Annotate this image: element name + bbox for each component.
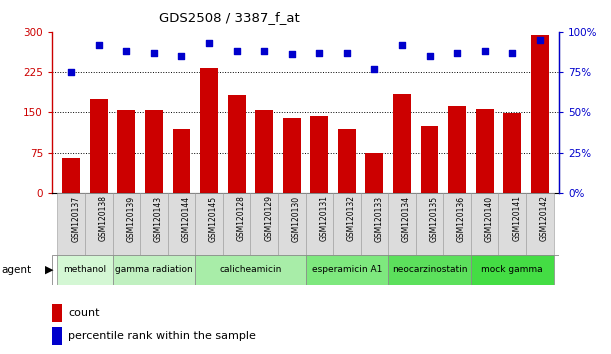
Point <box>315 50 324 56</box>
Text: GSM120140: GSM120140 <box>485 195 494 241</box>
Text: GSM120129: GSM120129 <box>264 195 273 241</box>
Point <box>342 50 352 56</box>
Point <box>122 48 131 54</box>
Text: GSM120142: GSM120142 <box>540 195 549 241</box>
Bar <box>388 255 471 285</box>
Bar <box>251 193 278 255</box>
Bar <box>57 255 112 285</box>
Point <box>259 48 269 54</box>
Bar <box>333 193 360 255</box>
Text: GSM120131: GSM120131 <box>320 195 328 241</box>
Text: agent: agent <box>1 265 31 275</box>
Text: GSM120143: GSM120143 <box>154 195 163 241</box>
Bar <box>471 255 554 285</box>
Bar <box>228 95 246 193</box>
Point <box>425 53 434 59</box>
Bar <box>444 193 471 255</box>
Bar <box>112 193 140 255</box>
Bar <box>306 193 333 255</box>
Bar <box>223 193 251 255</box>
Bar <box>338 129 356 193</box>
Point <box>535 37 544 43</box>
Text: GSM120136: GSM120136 <box>457 195 466 241</box>
Bar <box>531 35 549 193</box>
Bar <box>471 193 499 255</box>
Text: gamma radiation: gamma radiation <box>115 266 193 274</box>
Bar <box>503 114 521 193</box>
Bar <box>57 193 85 255</box>
Point <box>67 69 76 75</box>
Text: GSM120135: GSM120135 <box>430 195 439 241</box>
Text: GSM120138: GSM120138 <box>99 195 108 241</box>
Text: percentile rank within the sample: percentile rank within the sample <box>68 331 256 341</box>
Bar <box>448 106 466 193</box>
Bar <box>196 255 306 285</box>
Text: GDS2508 / 3387_f_at: GDS2508 / 3387_f_at <box>159 11 300 24</box>
Bar <box>85 193 112 255</box>
Text: GSM120128: GSM120128 <box>236 195 246 241</box>
Bar <box>476 109 494 193</box>
Bar <box>415 193 444 255</box>
Text: mock gamma: mock gamma <box>481 266 543 274</box>
Bar <box>393 93 411 193</box>
Text: esperamicin A1: esperamicin A1 <box>312 266 382 274</box>
Bar <box>112 255 196 285</box>
Text: GSM120133: GSM120133 <box>375 195 384 241</box>
Bar <box>388 193 415 255</box>
Point <box>397 42 407 47</box>
Text: GSM120134: GSM120134 <box>402 195 411 241</box>
Bar <box>365 153 383 193</box>
Bar <box>278 193 306 255</box>
Bar <box>140 193 167 255</box>
Point <box>177 53 186 59</box>
Text: GSM120137: GSM120137 <box>71 195 80 241</box>
Bar <box>52 304 62 321</box>
Bar <box>167 193 196 255</box>
Bar <box>90 99 108 193</box>
Bar <box>360 193 388 255</box>
Bar <box>145 110 163 193</box>
Text: GSM120132: GSM120132 <box>347 195 356 241</box>
Bar <box>283 118 301 193</box>
Text: GSM120141: GSM120141 <box>512 195 521 241</box>
Bar <box>172 129 191 193</box>
Bar <box>526 193 554 255</box>
Bar <box>117 110 135 193</box>
Bar <box>52 327 62 345</box>
Point <box>204 40 214 46</box>
Bar <box>196 193 223 255</box>
Bar <box>62 158 80 193</box>
Point <box>452 50 462 56</box>
Bar <box>499 193 526 255</box>
Point <box>149 50 159 56</box>
Point <box>370 66 379 72</box>
Bar <box>420 126 439 193</box>
Bar <box>306 255 388 285</box>
Bar <box>310 116 328 193</box>
Text: methanol: methanol <box>64 266 106 274</box>
Bar <box>200 68 218 193</box>
Point <box>232 48 241 54</box>
Text: count: count <box>68 308 100 318</box>
Point <box>480 48 489 54</box>
Bar <box>255 110 273 193</box>
Text: ▶: ▶ <box>45 265 53 275</box>
Point <box>94 42 104 47</box>
Point <box>287 52 296 57</box>
Text: GSM120144: GSM120144 <box>181 195 191 241</box>
Text: calicheamicin: calicheamicin <box>219 266 282 274</box>
Text: neocarzinostatin: neocarzinostatin <box>392 266 467 274</box>
Text: GSM120145: GSM120145 <box>209 195 218 241</box>
Point <box>507 50 517 56</box>
Text: GSM120139: GSM120139 <box>126 195 136 241</box>
Text: GSM120130: GSM120130 <box>291 195 301 241</box>
